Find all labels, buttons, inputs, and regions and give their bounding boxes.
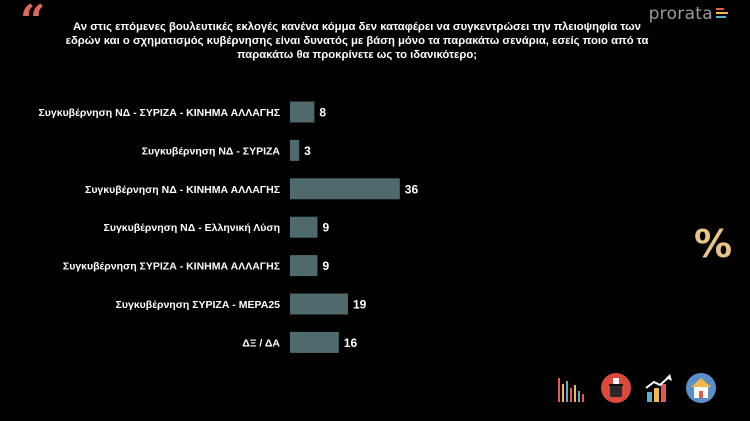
category-label: Συγκυβέρνηση ΝΔ - ΣΥΡΙΖΑ [142,145,281,157]
value-label: 36 [405,182,419,196]
bar [290,139,300,161]
logo-text: prorata [648,4,713,24]
bar [290,101,315,123]
bar-chart-icon [558,378,584,402]
value-label: 16 [344,336,358,350]
survey-question: Αν στις επόμενες βουλευτικές εκλογές καν… [65,21,649,61]
ballot-box-icon [601,373,631,403]
category-label: Συγκυβέρνηση ΝΔ - ΚΙΝΗΜΑ ΑΛΛΑΓΗΣ [85,184,280,196]
value-label: 9 [322,221,329,235]
value-label: 19 [353,298,367,312]
logo-mark-icon [716,6,728,20]
bottom-icons [555,372,725,406]
bar [290,293,348,315]
percent-symbol: % [694,222,733,266]
prorata-logo: prorata [649,4,728,24]
value-label: 3 [304,144,311,158]
quote-icon: “ [20,0,46,47]
category-label: Συγκυβέρνηση ΝΔ - ΣΥΡΙΖΑ - ΚΙΝΗΜΑ ΑΛΛΑΓΗ… [38,107,280,119]
bar [290,216,318,238]
bar [290,255,318,277]
category-label: Συγκυβέρνηση ΣΥΡΙΖΑ - ΚΙΝΗΜΑ ΑΛΛΑΓΗΣ [63,261,280,273]
bar [290,178,400,200]
category-label: Συγκυβέρνηση ΣΥΡΙΖΑ - ΜΕΡΑ25 [116,299,281,311]
category-label: Συγκυβέρνηση ΝΔ - Ελληνική Λύση [104,222,280,234]
bar [290,331,339,353]
value-label: 9 [322,259,329,273]
category-label: ΔΞ / ΔΑ [242,337,280,349]
house-icon [686,373,716,403]
value-label: 8 [319,106,326,120]
growth-chart-icon [645,374,672,402]
